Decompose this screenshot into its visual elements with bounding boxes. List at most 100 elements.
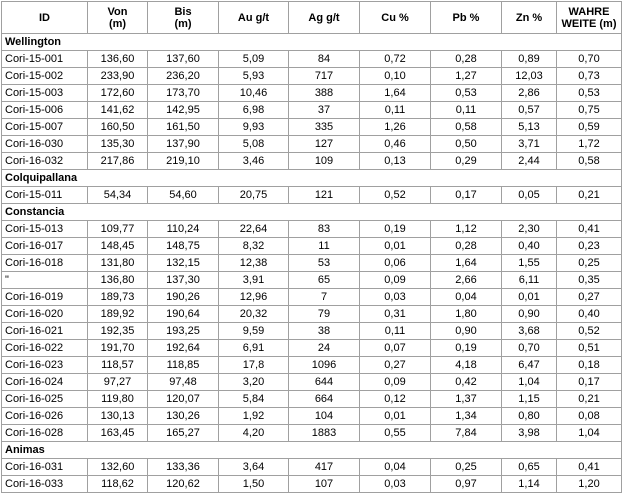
value-cell: 1,64 bbox=[359, 84, 431, 102]
value-cell: 1,34 bbox=[430, 407, 502, 425]
value-cell: 0,97 bbox=[430, 475, 502, 493]
value-cell: 0,52 bbox=[556, 322, 622, 340]
data-row: Cori-16-030 135,30 137,90 5,08 127 0,46 0,50 3,… bbox=[1, 135, 622, 153]
value-cell: 388 bbox=[288, 84, 360, 102]
value-cell: 0,40 bbox=[501, 237, 557, 255]
id-cell: Cori-16-031 bbox=[1, 458, 88, 476]
value-cell: 2,86 bbox=[501, 84, 557, 102]
value-cell: 137,30 bbox=[147, 271, 219, 289]
header-cell: Cu % bbox=[359, 1, 431, 34]
value-cell: 6,47 bbox=[501, 356, 557, 374]
id-cell: Cori-16-033 bbox=[1, 475, 88, 493]
value-cell: 0,01 bbox=[359, 407, 431, 425]
value-cell: 0,53 bbox=[556, 84, 622, 102]
id-cell: Cori-16-018 bbox=[1, 254, 88, 272]
value-cell: 0,52 bbox=[359, 186, 431, 204]
value-cell: 0,03 bbox=[359, 288, 431, 306]
value-cell: 0,35 bbox=[556, 271, 622, 289]
id-cell: Cori-16-019 bbox=[1, 288, 88, 306]
value-cell: 219,10 bbox=[147, 152, 219, 170]
value-cell: 137,60 bbox=[147, 50, 219, 68]
value-cell: 335 bbox=[288, 118, 360, 136]
value-cell: 109 bbox=[288, 152, 360, 170]
value-cell: 3,98 bbox=[501, 424, 557, 442]
value-cell: 0,80 bbox=[501, 407, 557, 425]
value-cell: 0,12 bbox=[359, 390, 431, 408]
value-cell: 0,40 bbox=[556, 305, 622, 323]
value-cell: 189,92 bbox=[87, 305, 148, 323]
value-cell: 0,72 bbox=[359, 50, 431, 68]
value-cell: 0,57 bbox=[501, 101, 557, 119]
value-cell: 0,27 bbox=[359, 356, 431, 374]
value-cell: 0,89 bbox=[501, 50, 557, 68]
value-cell: 1,26 bbox=[359, 118, 431, 136]
value-cell: 0,11 bbox=[430, 101, 502, 119]
value-cell: 133,36 bbox=[147, 458, 219, 476]
value-cell: 0,01 bbox=[501, 288, 557, 306]
value-cell: 1,04 bbox=[501, 373, 557, 391]
value-cell: 0,17 bbox=[556, 373, 622, 391]
data-row: Cori-16-031 132,60 133,36 3,64 417 0,04 0,25 0,… bbox=[1, 458, 622, 476]
section-row: Constancia bbox=[1, 203, 622, 221]
data-row: Cori-16-022 191,70 192,64 6,91 24 0,07 0,19 0,7… bbox=[1, 339, 622, 357]
id-cell: Cori-16-024 bbox=[1, 373, 88, 391]
id-cell: Cori-15-006 bbox=[1, 101, 88, 119]
value-cell: 130,13 bbox=[87, 407, 148, 425]
data-row: Cori-16-023 118,57 118,85 17,8 1096 0,27 4,18 6… bbox=[1, 356, 622, 374]
data-row: Cori-16-025 119,80 120,07 5,84 664 0,12 1,37 1,… bbox=[1, 390, 622, 408]
value-cell: 0,11 bbox=[359, 101, 431, 119]
value-cell: 0,65 bbox=[501, 458, 557, 476]
value-cell: 141,62 bbox=[87, 101, 148, 119]
value-cell: 84 bbox=[288, 50, 360, 68]
value-cell: 190,64 bbox=[147, 305, 219, 323]
value-cell: 132,60 bbox=[87, 458, 148, 476]
value-cell: 119,80 bbox=[87, 390, 148, 408]
data-row: Cori-16-018 131,80 132,15 12,38 53 0,06 1,64 1,… bbox=[1, 254, 622, 272]
value-cell: 0,27 bbox=[556, 288, 622, 306]
id-cell: Cori-16-021 bbox=[1, 322, 88, 340]
value-cell: 160,50 bbox=[87, 118, 148, 136]
value-cell: 97,27 bbox=[87, 373, 148, 391]
value-cell: 1,04 bbox=[556, 424, 622, 442]
value-cell: 118,85 bbox=[147, 356, 219, 374]
value-cell: 38 bbox=[288, 322, 360, 340]
value-cell: 8,32 bbox=[218, 237, 289, 255]
value-cell: 0,58 bbox=[430, 118, 502, 136]
value-cell: 1,15 bbox=[501, 390, 557, 408]
value-cell: 12,96 bbox=[218, 288, 289, 306]
value-cell: 0,10 bbox=[359, 67, 431, 85]
section-row: Wellington bbox=[1, 33, 622, 51]
value-cell: 0,50 bbox=[430, 135, 502, 153]
data-row: Cori-15-011 54,34 54,60 20,75 121 0,52 0,17 0,0… bbox=[1, 186, 622, 204]
value-cell: 0,31 bbox=[359, 305, 431, 323]
value-cell: 190,26 bbox=[147, 288, 219, 306]
value-cell: 135,30 bbox=[87, 135, 148, 153]
value-cell: 191,70 bbox=[87, 339, 148, 357]
value-cell: 173,70 bbox=[147, 84, 219, 102]
value-cell: 79 bbox=[288, 305, 360, 323]
value-cell: 10,46 bbox=[218, 84, 289, 102]
value-cell: 20,32 bbox=[218, 305, 289, 323]
value-cell: 1,92 bbox=[218, 407, 289, 425]
data-row: Cori-16-021 192,35 193,25 9,59 38 0,11 0,90 3,6… bbox=[1, 322, 622, 340]
value-cell: 4,20 bbox=[218, 424, 289, 442]
value-cell: 54,60 bbox=[147, 186, 219, 204]
data-row: Cori-15-013 109,77 110,24 22,64 83 0,19 1,12 2,… bbox=[1, 220, 622, 238]
value-cell: 3,20 bbox=[218, 373, 289, 391]
value-cell: 1,37 bbox=[430, 390, 502, 408]
value-cell: 189,73 bbox=[87, 288, 148, 306]
value-cell: 12,03 bbox=[501, 67, 557, 85]
value-cell: 1,64 bbox=[430, 254, 502, 272]
value-cell: 192,35 bbox=[87, 322, 148, 340]
value-cell: 1,14 bbox=[501, 475, 557, 493]
value-cell: 118,57 bbox=[87, 356, 148, 374]
value-cell: 0,08 bbox=[556, 407, 622, 425]
header-cell: ID bbox=[1, 1, 88, 34]
section-label: Wellington bbox=[1, 33, 622, 51]
header-cell: Von (m) bbox=[87, 1, 148, 34]
id-cell: Cori-16-017 bbox=[1, 237, 88, 255]
value-cell: 1,12 bbox=[430, 220, 502, 238]
value-cell: 0,01 bbox=[359, 237, 431, 255]
value-cell: 0,70 bbox=[556, 50, 622, 68]
value-cell: 0,13 bbox=[359, 152, 431, 170]
